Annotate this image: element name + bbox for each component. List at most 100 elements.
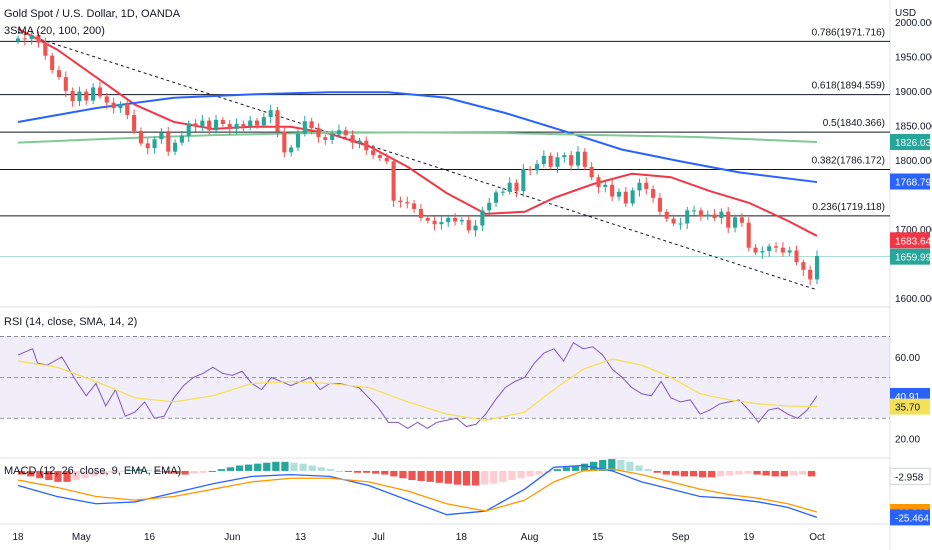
candle-body — [254, 120, 260, 126]
time-tick-label: Oct — [809, 532, 825, 543]
candle-body — [473, 225, 478, 231]
candle-body — [22, 38, 27, 40]
candle-body — [657, 197, 662, 212]
macd-histogram-bar — [508, 470, 516, 481]
macd-histogram-bar — [626, 461, 634, 471]
macd-histogram-bar — [317, 467, 325, 471]
macd-histogram-bar — [117, 470, 126, 472]
time-tick-label: 16 — [144, 532, 156, 543]
candle-body — [289, 147, 294, 153]
candle-body — [644, 182, 649, 189]
macd-histogram-bar — [771, 470, 779, 477]
candle-body — [480, 210, 485, 226]
macd-histogram-bar — [680, 470, 689, 477]
currency-unit: USD — [895, 8, 917, 19]
macd-histogram-bar — [36, 470, 44, 479]
candle-body — [773, 246, 779, 248]
rsi-tag: 40.91 — [895, 392, 920, 403]
candle-body — [692, 210, 697, 212]
candle-body — [91, 87, 96, 101]
candle-body — [384, 157, 389, 162]
macd-histogram-bar — [381, 470, 389, 475]
macd-histogram-bar — [453, 470, 462, 485]
macd-histogram-bar — [517, 470, 525, 479]
candle-body — [446, 217, 451, 223]
candle-body — [234, 124, 239, 129]
macd-histogram-bar — [217, 469, 226, 471]
macd-histogram-bar — [789, 470, 798, 476]
rsi-ma-line — [17, 358, 818, 421]
candle-body — [487, 202, 492, 211]
candle-body — [159, 132, 164, 140]
price-tick-label: 1850.000 — [895, 121, 932, 132]
candle-body — [132, 115, 137, 131]
macd-histogram-bar — [481, 470, 489, 485]
candle-body — [794, 250, 799, 263]
price-tick-label: 1800.000 — [895, 156, 932, 167]
candle-body — [70, 90, 75, 102]
macd-histogram-bar — [735, 470, 743, 475]
macd-histogram-bar — [90, 470, 98, 477]
macd-histogram-bar — [181, 470, 189, 475]
price-tick-label: 2000.000 — [895, 18, 932, 29]
trendline — [17, 31, 818, 291]
macd-histogram-bar — [353, 470, 362, 473]
candle-body — [220, 119, 225, 125]
macd-histogram-bar — [290, 462, 298, 471]
macd-histogram-bar — [417, 470, 425, 481]
price-tag: 1659.995 — [895, 253, 932, 264]
fib-label: 0.618(1894.559) — [812, 81, 885, 92]
candle-body — [582, 151, 587, 167]
rsi-tick-label: 20.00 — [895, 435, 920, 446]
candle-body — [439, 222, 444, 225]
time-tick-label: Aug — [521, 532, 539, 543]
candle-body — [432, 220, 437, 225]
candle-body — [43, 42, 48, 56]
macd-histogram-bar — [671, 470, 679, 476]
macd-histogram-bar — [435, 470, 443, 483]
candle-body — [767, 246, 772, 252]
macd-histogram-bar — [27, 470, 35, 477]
candle-body — [173, 142, 178, 152]
candle-body — [610, 184, 615, 197]
candle-body — [541, 155, 546, 165]
candle-body — [589, 166, 594, 178]
rsi-lines — [17, 341, 818, 430]
candle-body — [398, 200, 403, 203]
price-tick-label: 1900.000 — [895, 87, 932, 98]
rsi-tick-label: 60.00 — [895, 353, 920, 364]
candle-body — [637, 182, 642, 191]
candle-body — [343, 130, 348, 136]
macd-histogram-bar — [717, 470, 725, 477]
candle-body — [268, 110, 273, 118]
candle-body — [323, 137, 328, 140]
candle-body — [316, 128, 321, 138]
candle-body — [739, 217, 744, 223]
candle-body — [569, 155, 574, 166]
macd-indicator-label[interactable]: MACD (12, 26, close, 9, EMA, EMA) — [4, 465, 182, 477]
fib-label: 0.236(1719.118) — [812, 202, 885, 213]
macd-histogram-bar — [462, 470, 471, 486]
candle-body — [248, 120, 253, 127]
macd-histogram-bar — [535, 470, 543, 475]
macd-histogram-bar — [263, 462, 271, 471]
time-axis[interactable]: 18 May 16 Jun 13 Jul 18 Aug 15 Sep 19 Oct — [12, 532, 825, 543]
candle-body — [179, 135, 184, 143]
trend-line[interactable] — [17, 31, 818, 291]
price-axis[interactable]: 2000.000 1950.000 1900.000 1850.000 1800.000… — [895, 18, 932, 446]
rsi-bands — [0, 336, 890, 419]
candle-body — [405, 202, 410, 204]
macd-histogram-bar — [390, 470, 398, 477]
chart-title: Gold Spot / U.S. Dollar, 1D, OANDA — [4, 8, 181, 20]
rsi-indicator-label[interactable]: RSI (14, close, SMA, 14, 2) — [4, 316, 138, 328]
sma-line — [17, 27, 818, 237]
candle-body — [719, 211, 724, 218]
price-tags: 1826.031 1768.796 1683.641 1659.995 40.9135.… — [889, 133, 932, 526]
macd-histogram-bar — [689, 470, 698, 477]
candle-body — [166, 132, 171, 152]
macd-histogram-bar — [644, 469, 652, 471]
macd-histogram-bar — [744, 470, 752, 474]
candle-body — [726, 211, 731, 228]
sma-indicator-label[interactable]: 3SMA (20, 100, 200) — [4, 25, 105, 37]
